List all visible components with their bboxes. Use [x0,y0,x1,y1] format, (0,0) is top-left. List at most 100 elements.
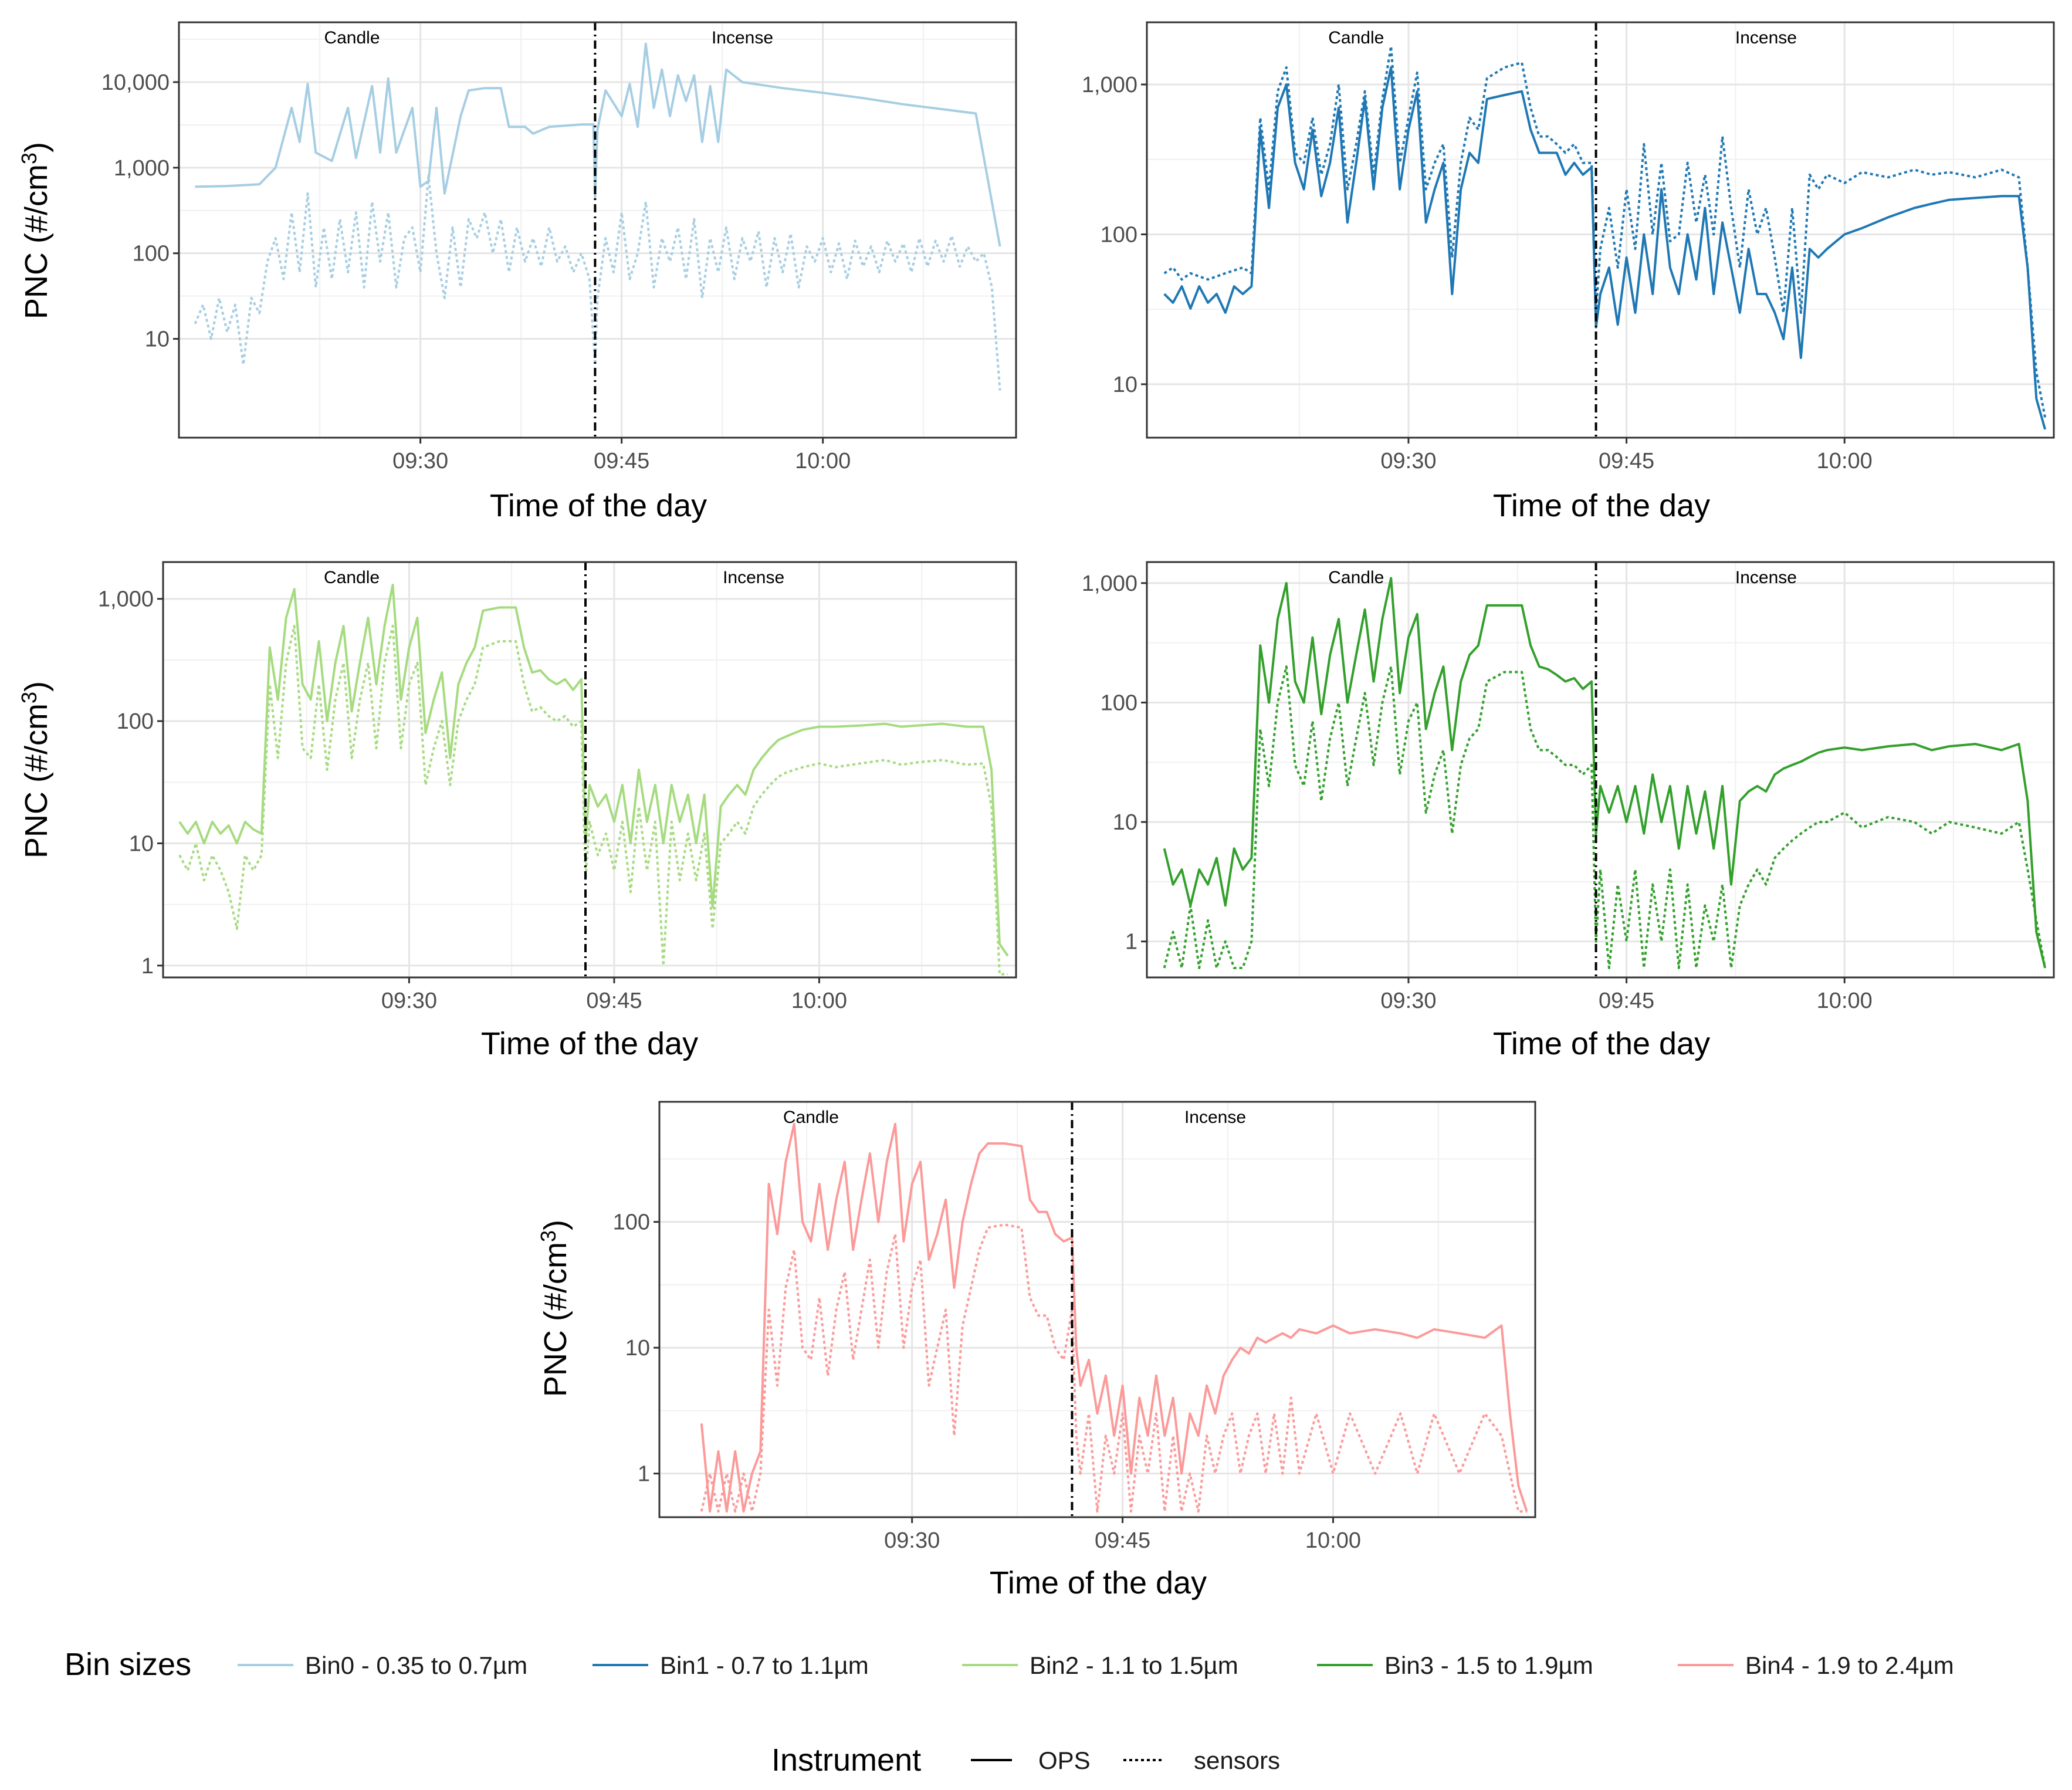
plot-border [1146,21,2055,439]
x-axis-title: Time of the day [481,1026,698,1061]
y-axis-title: PNC (#/cm3) [17,142,54,319]
phase-label-candle: Candle [1328,568,1384,587]
plot-border [1146,561,2055,979]
y-tick-label: 100 [1101,222,1137,247]
x-tick-label: 10:00 [1817,989,1873,1013]
series-line-ops [1163,66,2047,430]
series-line-ops [700,1122,1528,1513]
y-tick-label: 1 [141,954,154,979]
y-axis-title-superscript: 3 [536,1230,560,1242]
x-tick-label: 10:00 [795,449,851,473]
legend-item-bin1: Bin1 - 0.7 to 1.1µm [593,1652,869,1679]
x-tick-label: 09:45 [594,449,649,473]
x-tick-label: 10:00 [1817,449,1873,473]
y-tick-label: 100 [133,242,170,266]
y-axis-title-superscript: 3 [17,692,41,703]
phase-label-candle: Candle [324,28,380,48]
y-axis-title-main: PNC (#/cm [19,164,54,319]
y-axis-title-close: ) [538,1220,573,1230]
legend-label-bin3: Bin3 - 1.5 to 1.9µm [1384,1652,1593,1679]
y-tick-label: 10 [1113,373,1137,397]
panel-bin0: PNC (#/cm3) Time of the day Candle Incens… [17,21,1017,523]
y-tick-label: 1,000 [1082,73,1137,97]
y-tick-label: 1,000 [98,587,154,612]
y-axis-title-main: PNC (#/cm [19,703,54,858]
y-tick-label: 1,000 [1082,571,1137,596]
y-axis-title-close: ) [19,681,54,692]
series-line-ops [195,42,1001,247]
plot-border [178,21,1017,439]
plot-background [163,562,1016,977]
x-tick-label: 09:45 [1095,1528,1150,1553]
legend-label-bin2: Bin2 - 1.1 to 1.5µm [1030,1652,1238,1679]
y-tick-label: 10,000 [101,70,170,95]
x-axis-title: Time of the day [990,1565,1207,1600]
y-tick-label: 10 [1113,810,1137,835]
plot-background [1147,562,2054,977]
plot-background [179,22,1016,438]
series-line-sensors [700,1223,1527,1513]
legend-item-bin2: Bin2 - 1.1 to 1.5µm [962,1652,1238,1679]
x-axis-title: Time of the day [1493,1026,1710,1061]
x-tick-label: 09:45 [1599,989,1654,1013]
series-group [178,584,1009,976]
x-tick-label: 09:30 [392,449,448,473]
y-tick-label: 10 [625,1336,650,1361]
x-axis-title: Time of the day [490,488,707,523]
x-tick-label: 10:00 [791,989,847,1013]
series-line-sensors [194,175,1001,391]
y-tick-label: 10 [129,831,154,856]
legend-item-bin0: Bin0 - 0.35 to 0.7µm [238,1652,527,1679]
y-tick-label: 100 [1101,691,1137,715]
series-line-sensors [1163,665,2047,969]
plot-background [1147,22,2054,438]
y-axis-title: PNC (#/cm3) [536,1220,573,1397]
phase-label-incense: Incense [1184,1108,1246,1127]
y-tick-label: 1 [638,1462,650,1487]
x-tick-label: 09:30 [1380,989,1436,1013]
legend-item-sensors: sensors [1123,1747,1280,1774]
panel-bin4: PNC (#/cm3) Time of the day Candle Incens… [536,1101,1536,1600]
phase-label-candle: Candle [783,1108,839,1127]
legend-title-instrument: Instrument [771,1742,921,1778]
series-line-sensors [178,624,1008,976]
legend-item-bin3: Bin3 - 1.5 to 1.9µm [1317,1652,1593,1679]
series-group [1163,577,2047,969]
y-tick-label: 100 [613,1210,650,1235]
phase-label-candle: Candle [1328,28,1384,48]
x-tick-label: 09:45 [1599,449,1654,473]
legend-bin-sizes: Bin sizes Bin0 - 0.35 to 0.7µm Bin1 - 0.… [65,1647,1954,1682]
x-tick-label: 09:30 [884,1528,940,1553]
y-axis-title-close: ) [19,142,54,153]
series-group [1163,45,2047,430]
phase-label-incense: Incense [1735,568,1797,587]
series-line-sensors [1163,45,2047,418]
legend-label-bin0: Bin0 - 0.35 to 0.7µm [305,1652,527,1679]
legend-label-bin1: Bin1 - 0.7 to 1.1µm [660,1652,869,1679]
x-tick-label: 09:30 [1380,449,1436,473]
panel-bin3: Time of the day Candle Incense 09:30 09:45 1… [1082,561,2055,1061]
x-tick-label: 10:00 [1305,1528,1361,1553]
legend-item-bin4: Bin4 - 1.9 to 2.4µm [1678,1652,1954,1679]
series-group [194,42,1001,391]
legend-item-ops: OPS [971,1747,1091,1774]
series-line-ops [178,584,1009,957]
legend-label-bin4: Bin4 - 1.9 to 2.4µm [1745,1652,1954,1679]
x-tick-label: 09:45 [586,989,642,1013]
series-line-ops [1163,577,2047,969]
panel-bin2: PNC (#/cm3) Time of the day Candle Incens… [17,561,1017,1061]
y-axis-title-main: PNC (#/cm [538,1242,573,1397]
legend-instrument: Instrument OPS sensors [771,1742,1280,1778]
y-tick-label: 100 [117,709,154,734]
phase-label-incense: Incense [712,28,773,48]
y-tick-label: 1,000 [114,156,170,181]
x-axis-title: Time of the day [1493,488,1710,523]
legend-label-ops: OPS [1038,1747,1091,1774]
phase-label-candle: Candle [324,568,380,587]
phase-label-incense: Incense [1735,28,1797,48]
series-group [700,1122,1528,1513]
plot-border [162,561,1017,979]
y-tick-label: 1 [1125,930,1137,955]
